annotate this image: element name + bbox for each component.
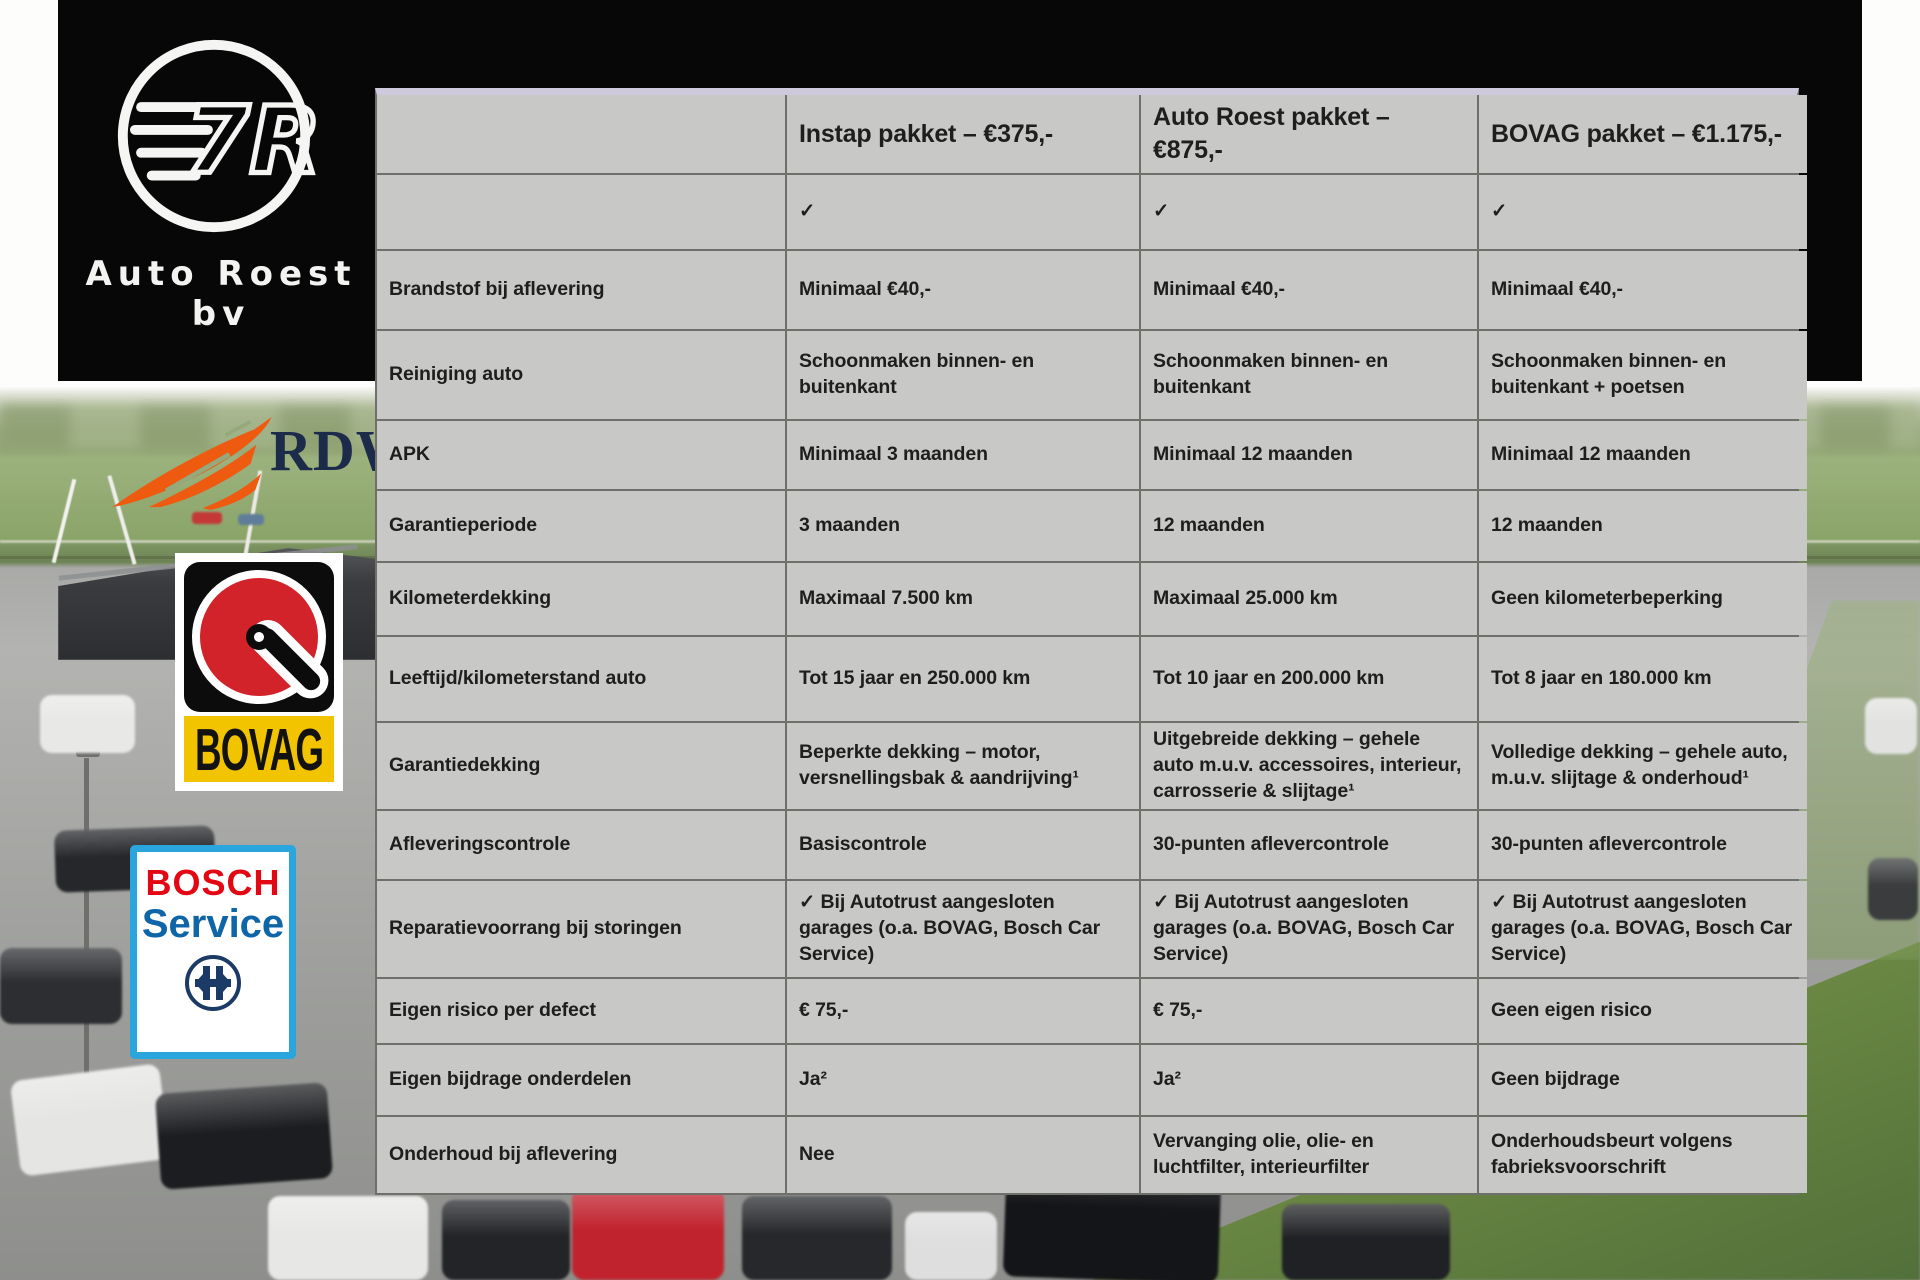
table-cell: Beperkte dekking – motor, versnellingsba… bbox=[787, 723, 1139, 809]
row-label: Kilometerdekking bbox=[377, 563, 785, 635]
table-cell: Uitgebreide dekking – gehele auto m.u.v.… bbox=[1141, 723, 1477, 809]
table-corner-cell bbox=[377, 95, 785, 173]
row-label: Eigen bijdrage onderdelen bbox=[377, 1045, 785, 1115]
table-cell: Minimaal 3 maanden bbox=[787, 421, 1139, 489]
table-cell: 30-punten aflevercontrole bbox=[1479, 811, 1807, 879]
table-cell: Minimaal 12 maanden bbox=[1479, 421, 1807, 489]
brand-name: Auto Roest bv bbox=[85, 254, 357, 334]
row-label: Afleveringscontrole bbox=[377, 811, 785, 879]
column-header: Auto Roest pakket – €875,- bbox=[1141, 95, 1477, 173]
car-shape bbox=[1865, 698, 1917, 754]
row-label: Eigen risico per defect bbox=[377, 979, 785, 1043]
row-label: Reiniging auto bbox=[377, 331, 785, 419]
column-header: Instap pakket – €375,- bbox=[787, 95, 1139, 173]
table-cell: ✓ bbox=[1141, 175, 1477, 249]
table-cell: ✓ bbox=[1479, 175, 1807, 249]
bovag-logo-text: BOVAG bbox=[194, 715, 324, 783]
light-pole-head bbox=[76, 750, 100, 757]
rdw-flame-icon bbox=[112, 416, 272, 510]
table-cell: 12 maanden bbox=[1479, 491, 1807, 561]
bosch-service-logo: BOSCH Service bbox=[130, 845, 296, 1059]
bovag-logo: BOVAG bbox=[175, 553, 343, 791]
table-cell: Ja² bbox=[1141, 1045, 1477, 1115]
table-cell: Geen kilometerbeperking bbox=[1479, 563, 1807, 635]
distant-car bbox=[192, 512, 222, 524]
table-cell: ✓ Bij Autotrust aangesloten garages (o.a… bbox=[1141, 881, 1477, 977]
bosch-logo-text: BOSCH bbox=[145, 862, 281, 903]
table-cell: Minimaal €40,- bbox=[1141, 251, 1477, 329]
column-header: BOVAG pakket – €1.175,- bbox=[1479, 95, 1807, 173]
car-shape bbox=[572, 1188, 724, 1280]
table-cell: 3 maanden bbox=[787, 491, 1139, 561]
car-shape bbox=[1868, 858, 1918, 920]
table-cell: Geen bijdrage bbox=[1479, 1045, 1807, 1115]
package-table: Instap pakket – €375,- Auto Roest pakket … bbox=[375, 88, 1807, 1195]
table-cell: Ja² bbox=[787, 1045, 1139, 1115]
row-label bbox=[377, 175, 785, 249]
table-cell: Tot 8 jaar en 180.000 km bbox=[1479, 637, 1807, 721]
car-shape bbox=[905, 1212, 997, 1280]
table-cell: Onderhoudsbeurt volgens fabrieksvoorschr… bbox=[1479, 1117, 1807, 1193]
car-shape bbox=[0, 948, 122, 1024]
car-shape bbox=[742, 1196, 892, 1280]
table-cell: Nee bbox=[787, 1117, 1139, 1193]
table-cell: € 75,- bbox=[1141, 979, 1477, 1043]
bovag-record-icon bbox=[184, 562, 336, 712]
table-cell: Minimaal €40,- bbox=[787, 251, 1139, 329]
table-cell: Minimaal €40,- bbox=[1479, 251, 1807, 329]
table-cell: Tot 10 jaar en 200.000 km bbox=[1141, 637, 1477, 721]
car-shape bbox=[268, 1196, 428, 1280]
table-cell: ✓ Bij Autotrust aangesloten garages (o.a… bbox=[787, 881, 1139, 977]
bovag-banner: BOVAG bbox=[184, 715, 334, 783]
svg-text:7R: 7R bbox=[185, 86, 321, 194]
rdw-logo: RDW bbox=[108, 408, 415, 510]
table-cell: 12 maanden bbox=[1141, 491, 1477, 561]
table-cell: 30-punten aflevercontrole bbox=[1141, 811, 1477, 879]
row-label: Garantieperiode bbox=[377, 491, 785, 561]
table-cell: Vervanging olie, olie- en luchtfilter, i… bbox=[1141, 1117, 1477, 1193]
table-cell: ✓ Bij Autotrust aangesloten garages (o.a… bbox=[1479, 881, 1807, 977]
table-cell: Schoonmaken binnen- en buitenkant bbox=[1141, 331, 1477, 419]
row-label: Reparatievoorrang bij storingen bbox=[377, 881, 785, 977]
gantry-post bbox=[51, 478, 77, 564]
table-cell: Schoonmaken binnen- en buitenkant bbox=[787, 331, 1139, 419]
car-shape bbox=[9, 1063, 171, 1177]
row-label: Onderhoud bij aflevering bbox=[377, 1117, 785, 1193]
table-cell: Volledige dekking – gehele auto, m.u.v. … bbox=[1479, 723, 1807, 809]
table-cell: Tot 15 jaar en 250.000 km bbox=[787, 637, 1139, 721]
table-cell: Maximaal 25.000 km bbox=[1141, 563, 1477, 635]
car-shape bbox=[154, 1082, 334, 1190]
row-label: Brandstof bij aflevering bbox=[377, 251, 785, 329]
bosch-service-text: Service bbox=[141, 901, 285, 946]
car-shape bbox=[40, 695, 135, 753]
car-shape bbox=[1282, 1204, 1450, 1280]
bosch-armature-icon bbox=[185, 954, 241, 1011]
table-cell: ✓ bbox=[787, 175, 1139, 249]
table-cell: Minimaal 12 maanden bbox=[1141, 421, 1477, 489]
light-pole bbox=[84, 758, 89, 1088]
auto-roest-logo-icon: 7R bbox=[117, 39, 324, 233]
table-cell: € 75,- bbox=[787, 979, 1139, 1043]
car-shape bbox=[442, 1200, 570, 1280]
row-label: APK bbox=[377, 421, 785, 489]
table-cell: Maximaal 7.500 km bbox=[787, 563, 1139, 635]
row-label: Garantiedekking bbox=[377, 723, 785, 809]
table-cell: Basiscontrole bbox=[787, 811, 1139, 879]
table-cell: Schoonmaken binnen- en buitenkant + poet… bbox=[1479, 331, 1807, 419]
table-cell: Geen eigen risico bbox=[1479, 979, 1807, 1043]
distant-car bbox=[238, 514, 264, 525]
row-label: Leeftijd/kilometerstand auto bbox=[377, 637, 785, 721]
